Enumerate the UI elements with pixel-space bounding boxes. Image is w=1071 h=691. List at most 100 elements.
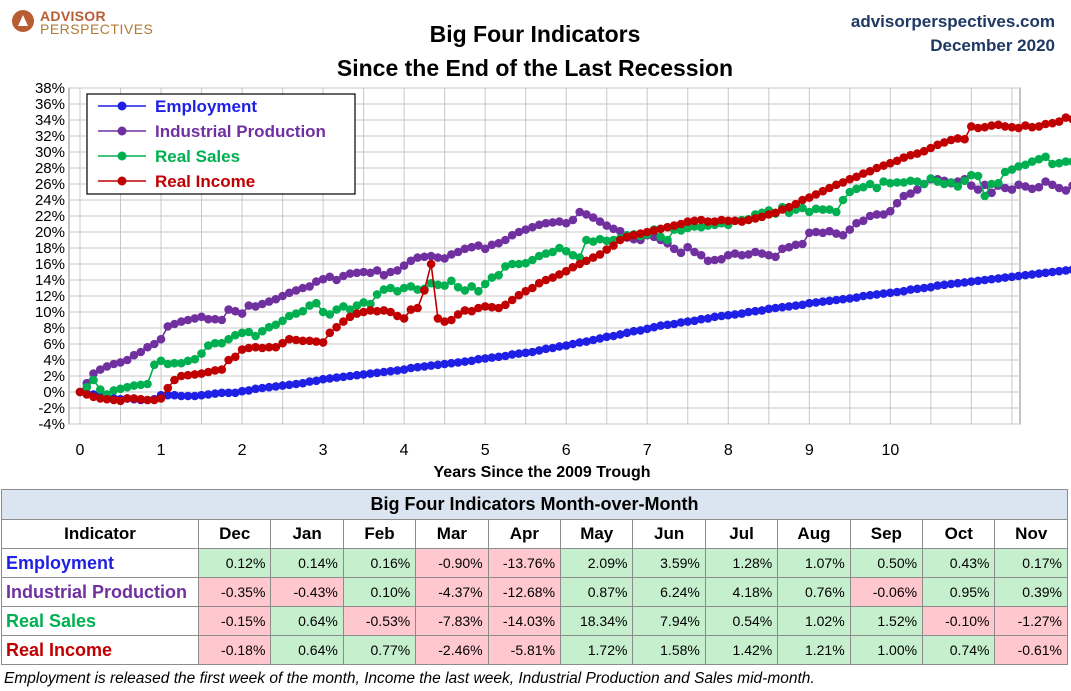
data-point xyxy=(595,234,605,244)
data-point xyxy=(123,355,132,365)
data-point xyxy=(575,259,584,269)
row-label: Real Income xyxy=(1,635,199,665)
data-point xyxy=(420,286,429,295)
data-point xyxy=(514,290,524,300)
data-point xyxy=(649,322,659,332)
data-point xyxy=(940,179,949,189)
data-point xyxy=(480,302,490,311)
data-point xyxy=(352,268,362,278)
data-point xyxy=(906,150,915,160)
table-row: Real Income -0.18% 0.64% 0.77% -2.46% -5.81% 1… xyxy=(1,635,1068,665)
logo-icon xyxy=(12,10,34,32)
data-point xyxy=(285,311,294,321)
chart-subtitle: Since the End of the Last Recession xyxy=(337,55,733,81)
data-point xyxy=(204,341,213,350)
data-point xyxy=(960,278,969,287)
data-point xyxy=(237,309,247,318)
table-cell: -7.83% xyxy=(415,606,489,636)
table-cell: 0.64% xyxy=(270,635,344,665)
data-point xyxy=(514,259,524,269)
data-point xyxy=(541,218,551,228)
table-cell: 18.34% xyxy=(560,606,634,636)
data-point xyxy=(467,242,477,252)
table-cell: 1.07% xyxy=(777,548,851,578)
y-tick-label: 4% xyxy=(43,352,65,369)
data-point xyxy=(244,386,254,395)
data-point xyxy=(150,360,159,370)
data-point xyxy=(872,183,882,193)
data-point xyxy=(359,298,368,307)
y-tick-label: 30% xyxy=(35,144,65,161)
data-point xyxy=(1014,271,1023,281)
data-point xyxy=(913,284,922,294)
table-cell: -2.46% xyxy=(415,635,489,665)
data-point xyxy=(683,223,692,233)
data-point xyxy=(332,275,341,285)
data-point xyxy=(1054,266,1064,276)
data-point xyxy=(967,277,976,286)
data-point xyxy=(825,183,834,193)
data-point xyxy=(1054,117,1064,126)
data-point xyxy=(879,161,888,170)
data-point xyxy=(82,390,92,399)
data-point xyxy=(588,335,598,345)
data-point xyxy=(1007,122,1017,132)
data-point xyxy=(744,250,753,259)
data-point xyxy=(413,362,422,372)
data-point xyxy=(683,317,692,326)
data-point xyxy=(967,170,976,180)
data-point xyxy=(838,178,848,187)
data-point xyxy=(318,338,328,347)
data-point xyxy=(913,185,922,194)
data-point xyxy=(899,286,909,296)
table-cell: 0.43% xyxy=(922,548,996,578)
data-point xyxy=(420,362,429,371)
data-point xyxy=(960,134,969,144)
table-cell: 4.18% xyxy=(704,577,779,607)
data-point xyxy=(582,337,591,346)
data-point xyxy=(501,235,510,245)
data-point xyxy=(440,281,449,290)
data-point xyxy=(534,278,544,288)
data-point xyxy=(231,352,240,362)
data-point xyxy=(251,331,260,341)
table-cell: -1.27% xyxy=(994,606,1068,636)
data-point xyxy=(359,267,368,277)
data-point xyxy=(372,266,382,275)
data-point xyxy=(156,334,166,344)
data-point xyxy=(460,306,470,315)
data-point xyxy=(1027,270,1037,279)
data-point xyxy=(683,242,692,252)
chart-title: Big Four Indicators xyxy=(430,21,641,47)
x-axis-label: Years Since the 2009 Trough xyxy=(434,464,651,481)
data-point xyxy=(980,180,990,190)
data-point xyxy=(980,191,990,201)
data-point xyxy=(197,312,206,322)
data-point xyxy=(676,226,686,235)
data-point xyxy=(352,301,362,310)
data-point xyxy=(994,274,1003,283)
data-point xyxy=(818,297,828,306)
data-point xyxy=(298,336,308,346)
data-point xyxy=(460,357,470,366)
data-point xyxy=(899,153,909,162)
data-point xyxy=(946,135,956,145)
data-point xyxy=(487,240,497,250)
data-point xyxy=(177,391,186,401)
data-point xyxy=(615,235,625,245)
data-point xyxy=(568,250,578,260)
data-point xyxy=(129,350,139,360)
data-point xyxy=(264,382,274,392)
data-point xyxy=(143,395,152,405)
data-point xyxy=(575,207,584,217)
data-point xyxy=(987,179,996,189)
data-point xyxy=(811,204,821,214)
data-point xyxy=(656,321,665,330)
data-point xyxy=(474,354,483,364)
data-point xyxy=(237,328,247,338)
data-point xyxy=(305,377,314,386)
data-point xyxy=(96,385,105,394)
data-point xyxy=(818,228,828,238)
data-point xyxy=(872,210,882,219)
data-point xyxy=(258,383,267,393)
